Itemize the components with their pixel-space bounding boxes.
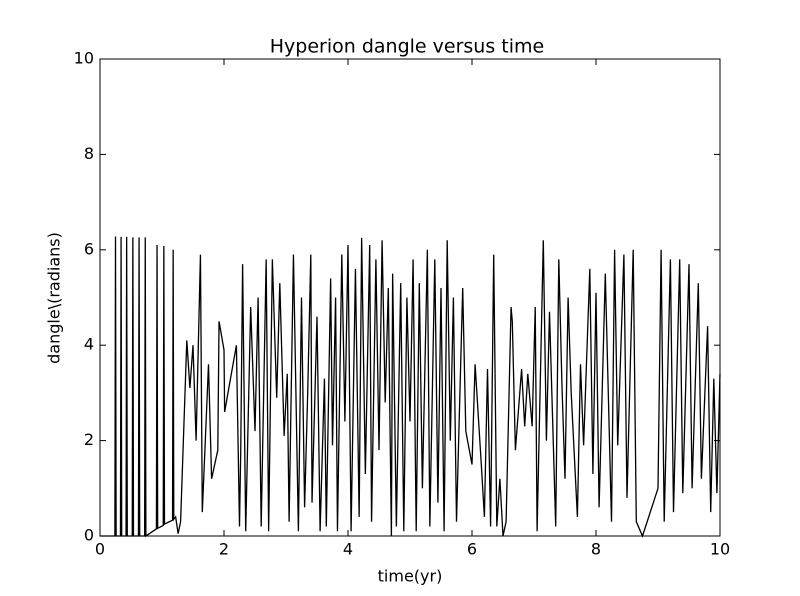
y-tick-label: 6 (84, 239, 94, 258)
y-tick-label: 8 (84, 144, 94, 163)
x-tick-label: 4 (343, 540, 353, 559)
x-tick-label: 8 (591, 540, 601, 559)
x-tick-label: 6 (467, 540, 477, 559)
x-tick-label: 10 (710, 540, 730, 559)
y-tick-label: 4 (84, 335, 94, 354)
y-tick-label: 0 (84, 526, 94, 545)
plot-frame (99, 58, 721, 537)
y-tick-label: 2 (84, 430, 94, 449)
data-line (100, 236, 721, 538)
y-tick-label: 10 (74, 49, 94, 68)
x-tick-label: 0 (95, 540, 105, 559)
y-axis-label: dangle\(radians) (45, 232, 64, 364)
x-axis-label: time(yr) (378, 567, 443, 586)
x-tick-label: 2 (219, 540, 229, 559)
chart-title: Hyperion dangle versus time (270, 36, 544, 58)
